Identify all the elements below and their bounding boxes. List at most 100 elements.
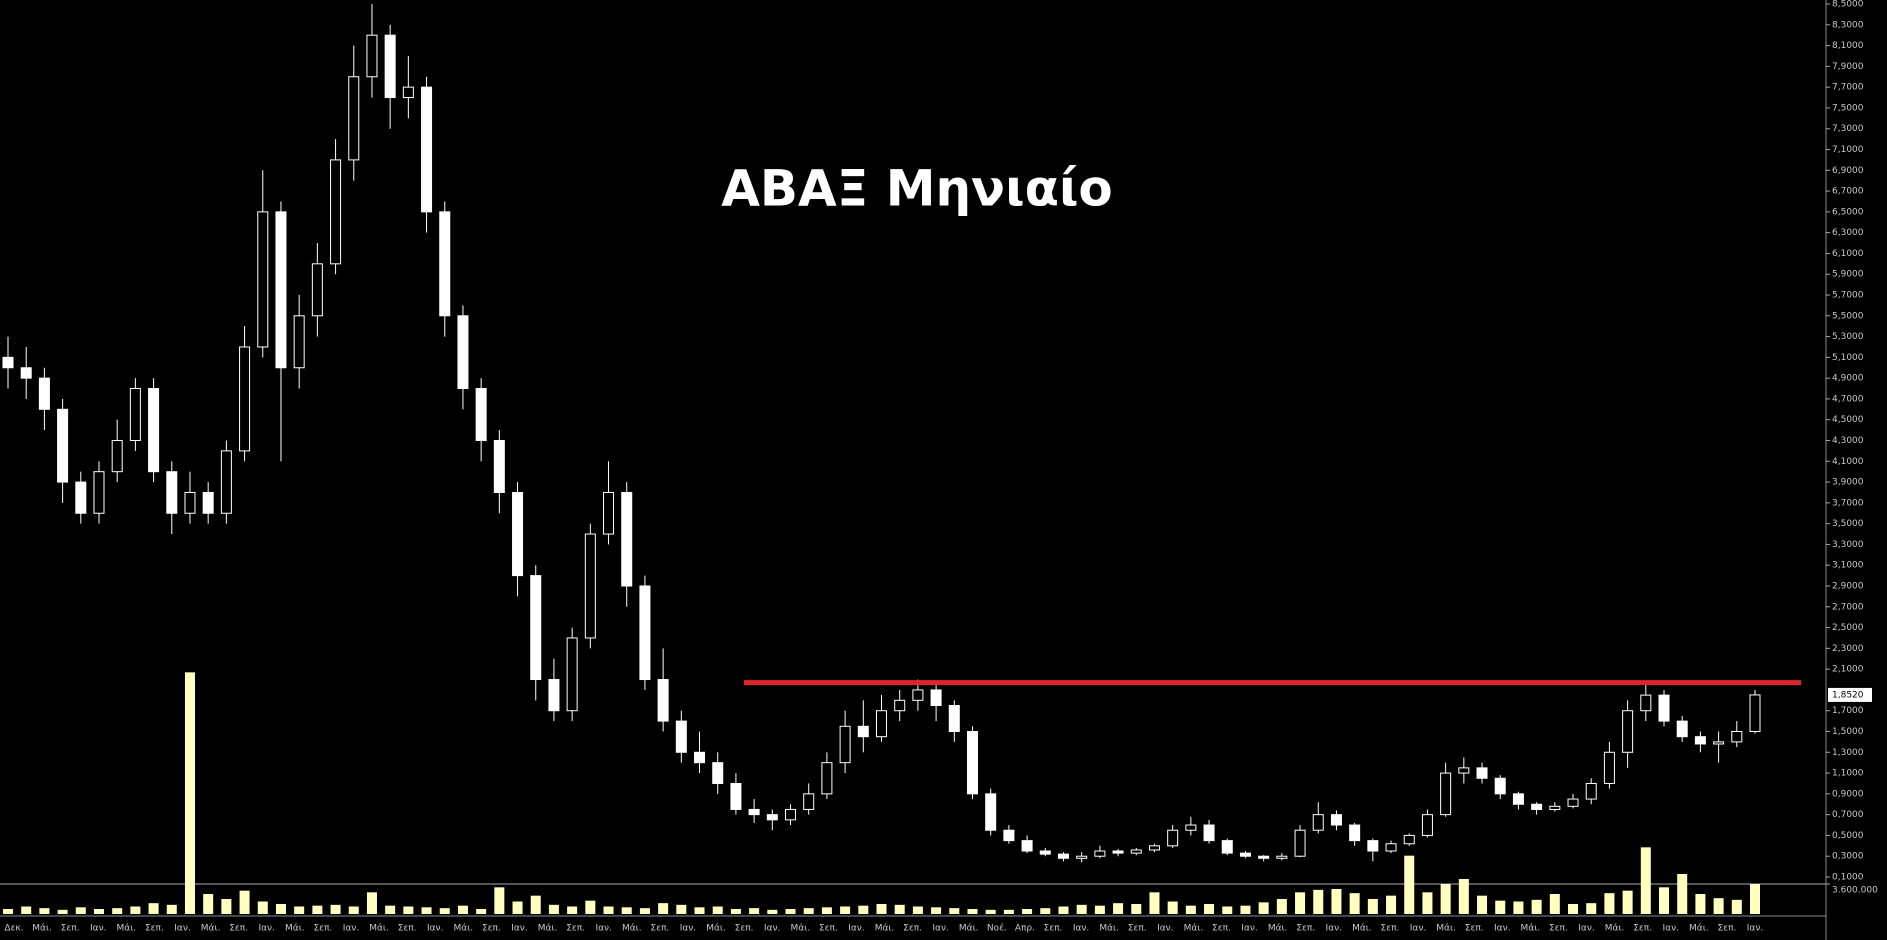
volume-bar bbox=[1695, 894, 1706, 914]
volume-bar bbox=[639, 908, 650, 914]
volume-bar bbox=[949, 908, 960, 914]
candle-body bbox=[293, 315, 305, 369]
y-tick-label: 5,9000 bbox=[1832, 270, 1864, 280]
x-tick-label: Σεπ. bbox=[61, 924, 80, 934]
x-tick-label: Ιαν. bbox=[1241, 924, 1257, 934]
volume-bar bbox=[1367, 899, 1378, 914]
candle-body bbox=[275, 211, 287, 369]
candle-body bbox=[1713, 741, 1725, 745]
volume-bar bbox=[1549, 894, 1560, 914]
candle-body bbox=[348, 76, 360, 161]
volume-bar bbox=[1477, 895, 1488, 914]
candle-body bbox=[1003, 829, 1015, 842]
candle-body bbox=[639, 585, 651, 681]
candle-body bbox=[1658, 694, 1670, 722]
volume-bar bbox=[1586, 903, 1597, 914]
volume-bar bbox=[876, 904, 887, 914]
y-tick-label: 4,9000 bbox=[1832, 374, 1864, 384]
x-tick-label: Ιαν. bbox=[1326, 924, 1342, 934]
y-tick-label: 7,1000 bbox=[1832, 145, 1864, 155]
x-tick-label: Σεπ. bbox=[145, 924, 164, 934]
volume-bar bbox=[312, 905, 323, 914]
volume-bar bbox=[1568, 904, 1579, 914]
candle-body bbox=[803, 793, 815, 810]
y-tick-label: 0,1000 bbox=[1832, 873, 1864, 883]
volume-bar bbox=[1386, 895, 1397, 914]
volume-bar bbox=[221, 899, 232, 914]
candle-body bbox=[1276, 855, 1288, 859]
volume-bar bbox=[294, 906, 305, 914]
candle-body bbox=[1112, 850, 1124, 854]
candle-body bbox=[1458, 767, 1470, 774]
candle-body bbox=[1549, 805, 1561, 810]
candle-body bbox=[1440, 772, 1452, 816]
y-tick-label: 3,1000 bbox=[1832, 561, 1864, 571]
volume-bar bbox=[421, 907, 432, 914]
x-tick-label: Ιαν. bbox=[1747, 924, 1763, 934]
volume-bar bbox=[403, 906, 414, 914]
y-tick-label: 2,9000 bbox=[1832, 582, 1864, 592]
x-tick-label: Ιαν. bbox=[1157, 924, 1173, 934]
volume-bar bbox=[166, 904, 177, 914]
y-tick-label: 7,9000 bbox=[1832, 62, 1864, 72]
y-tick-label: 1,1000 bbox=[1832, 769, 1864, 779]
candle-body bbox=[675, 720, 687, 753]
x-tick-label: Σεπ. bbox=[1044, 924, 1063, 934]
y-tick-label: 3,7000 bbox=[1832, 498, 1864, 508]
volume-bar bbox=[621, 907, 632, 914]
y-tick-label: 0,5000 bbox=[1832, 831, 1864, 841]
x-tick-label: Μάι. bbox=[622, 924, 642, 934]
x-tick-label: Μάι. bbox=[201, 924, 221, 934]
y-tick-label: 4,3000 bbox=[1832, 436, 1864, 446]
x-tick-label: Ιαν. bbox=[90, 924, 106, 934]
volume-bar bbox=[112, 908, 123, 914]
candle-body bbox=[785, 808, 797, 821]
x-tick-label: Σεπ. bbox=[1549, 924, 1568, 934]
y-tick-label: 7,7000 bbox=[1832, 83, 1864, 93]
candle-body bbox=[1676, 720, 1688, 738]
candle-body bbox=[148, 388, 160, 473]
volume-bar bbox=[257, 901, 268, 914]
volume-bar bbox=[840, 906, 851, 914]
x-tick-label: Μάι. bbox=[875, 924, 895, 934]
y-tick-label: 6,3000 bbox=[1832, 228, 1864, 238]
volume-bar bbox=[148, 903, 159, 914]
y-tick-label: 6,1000 bbox=[1832, 249, 1864, 259]
x-tick-label: Ιαν. bbox=[1663, 924, 1679, 934]
candle-body bbox=[1021, 840, 1033, 852]
candle-body bbox=[1185, 824, 1197, 831]
x-tick-label: Σεπ. bbox=[650, 924, 669, 934]
volume-bar bbox=[330, 904, 341, 914]
candle-body bbox=[2, 356, 14, 369]
volume-bar bbox=[2, 909, 14, 914]
y-tick-label: 0,3000 bbox=[1832, 852, 1864, 862]
x-tick-label: Μάι. bbox=[1689, 924, 1709, 934]
volume-bar bbox=[239, 890, 250, 914]
volume-bar bbox=[1003, 909, 1014, 914]
candle-body bbox=[1585, 782, 1597, 800]
candle-body bbox=[384, 34, 396, 99]
volume-bar bbox=[730, 909, 741, 914]
candle-body bbox=[220, 450, 232, 514]
x-tick-label: Σεπ. bbox=[903, 924, 922, 934]
candle-body bbox=[1094, 850, 1106, 857]
volume-bar bbox=[1313, 889, 1324, 914]
y-tick-label: 3,9000 bbox=[1832, 478, 1864, 488]
candle-body bbox=[184, 491, 196, 514]
x-tick-label: Μάι. bbox=[1521, 924, 1541, 934]
candle-body bbox=[1622, 710, 1634, 753]
volume-bar bbox=[1458, 879, 1469, 914]
volume-bar bbox=[184, 672, 195, 914]
candle-body bbox=[1476, 767, 1488, 779]
x-tick-label: Ιαν. bbox=[932, 924, 948, 934]
volume-bar bbox=[894, 904, 905, 914]
x-tick-label: Μάι. bbox=[369, 924, 389, 934]
candle-body bbox=[1148, 845, 1160, 851]
candle-body bbox=[948, 705, 960, 733]
candle-body bbox=[966, 731, 978, 795]
x-tick-label: Μάι. bbox=[453, 924, 473, 934]
y-tick-label: 8,3000 bbox=[1832, 20, 1864, 30]
x-tick-label: Σεπ. bbox=[313, 924, 332, 934]
volume-bar bbox=[803, 908, 814, 914]
